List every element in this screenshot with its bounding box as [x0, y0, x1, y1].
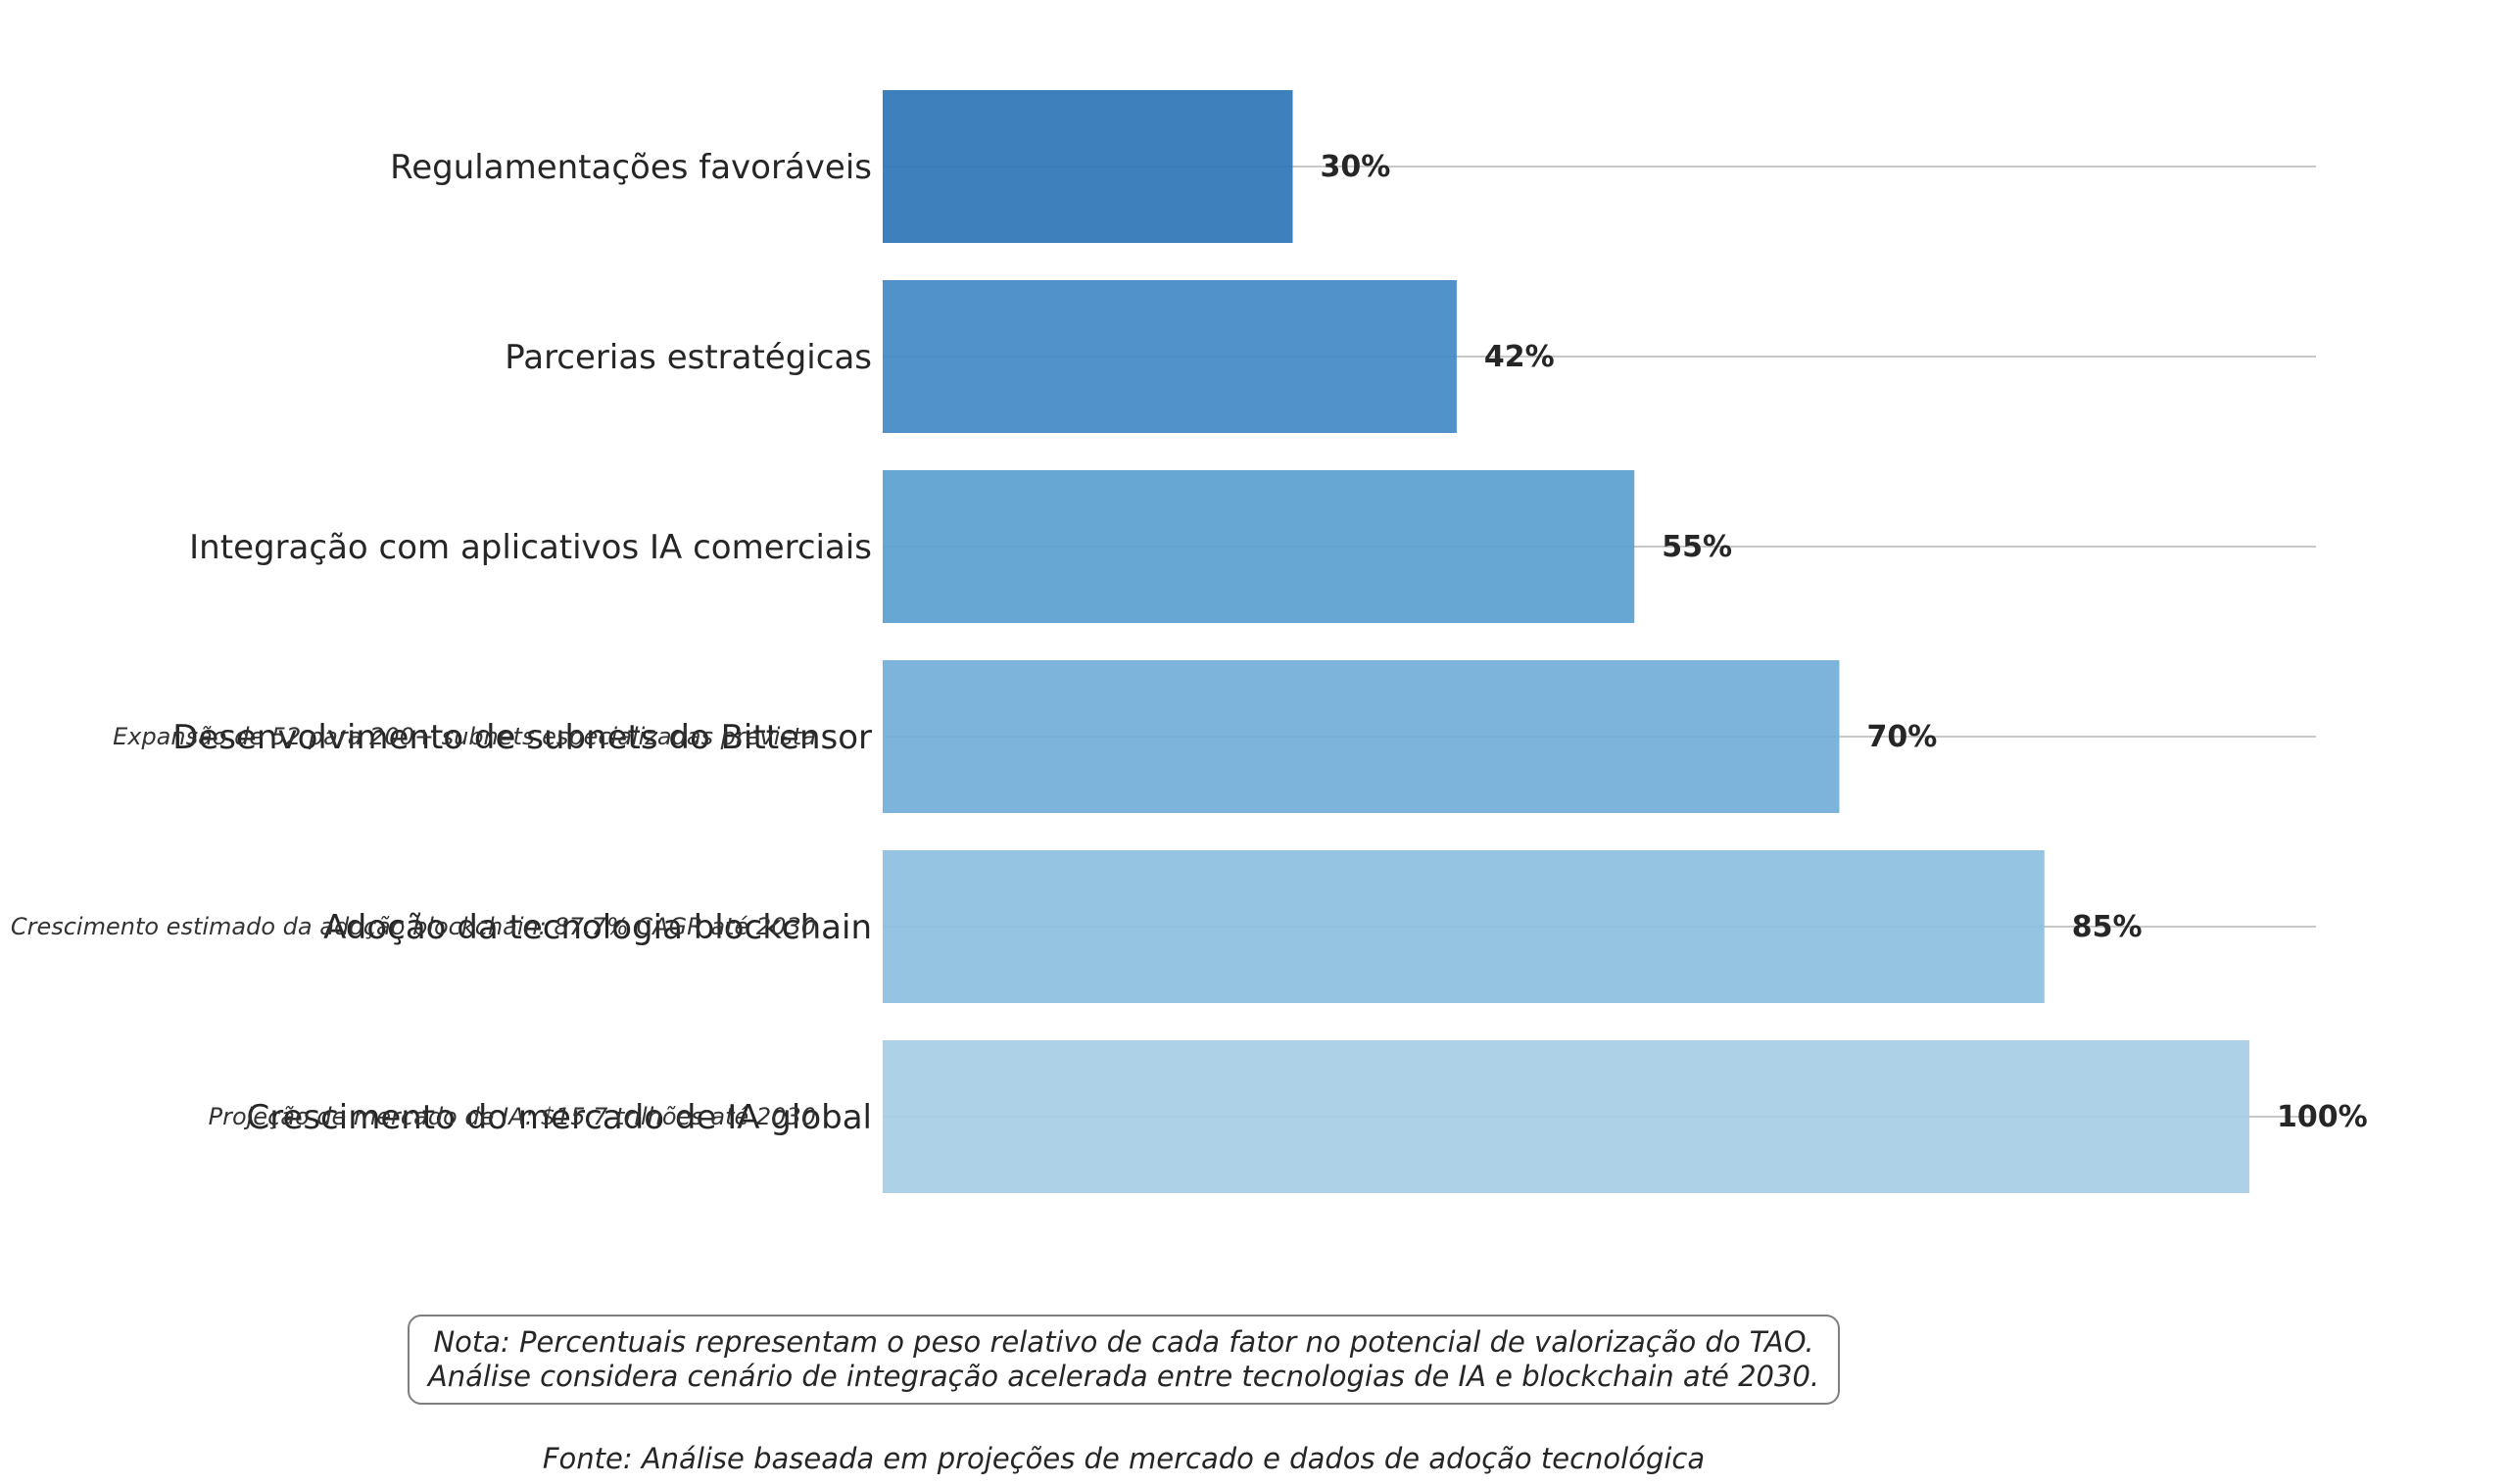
- bar: [883, 850, 2045, 1003]
- value-label: 100%: [2277, 1100, 2368, 1134]
- note-line-1: Nota: Percentuais representam o peso rel…: [433, 1325, 1814, 1359]
- category-label: Adoção da tecnologia blockchain: [323, 908, 872, 947]
- value-label: 42%: [1484, 340, 1555, 374]
- bar: [883, 1040, 2249, 1193]
- bar: [883, 660, 1840, 813]
- value-label: 30%: [1321, 150, 1391, 184]
- category-label: Desenvolvimento de subnets do Bittensor: [172, 718, 872, 757]
- bars: [883, 90, 2249, 1193]
- value-label: 85%: [2072, 910, 2143, 944]
- bar: [883, 470, 1635, 623]
- category-label: Integração com aplicativos IA comerciais: [189, 528, 872, 567]
- bar-chart: Regulamentações favoráveis 30% Parcerias e…: [11, 90, 2368, 1193]
- labels: Regulamentações favoráveis 30% Parcerias e…: [11, 148, 2368, 1137]
- category-label: Crescimento do mercado de IA global: [246, 1098, 872, 1137]
- annotation-label: Projeção de mercado de IA: $15.7 trilhõe…: [209, 1103, 816, 1130]
- bar: [883, 280, 1457, 433]
- note-box: Nota: Percentuais representam o peso rel…: [408, 1315, 1840, 1405]
- value-label: 70%: [1867, 720, 1938, 754]
- bar: [883, 90, 1293, 243]
- category-label: Regulamentações favoráveis: [390, 148, 872, 187]
- annotation-label: Crescimento estimado da adoção blockchai…: [11, 913, 816, 940]
- value-label: 55%: [1662, 530, 1732, 564]
- annotation-label: Expansão de 52 para 200+ subnets especia…: [113, 723, 816, 750]
- category-label: Parcerias estratégicas: [505, 338, 872, 377]
- note-line-2: Análise considera cenário de integração …: [427, 1360, 1820, 1393]
- source-caption: Fonte: Análise baseada em projeções de m…: [542, 1442, 1706, 1475]
